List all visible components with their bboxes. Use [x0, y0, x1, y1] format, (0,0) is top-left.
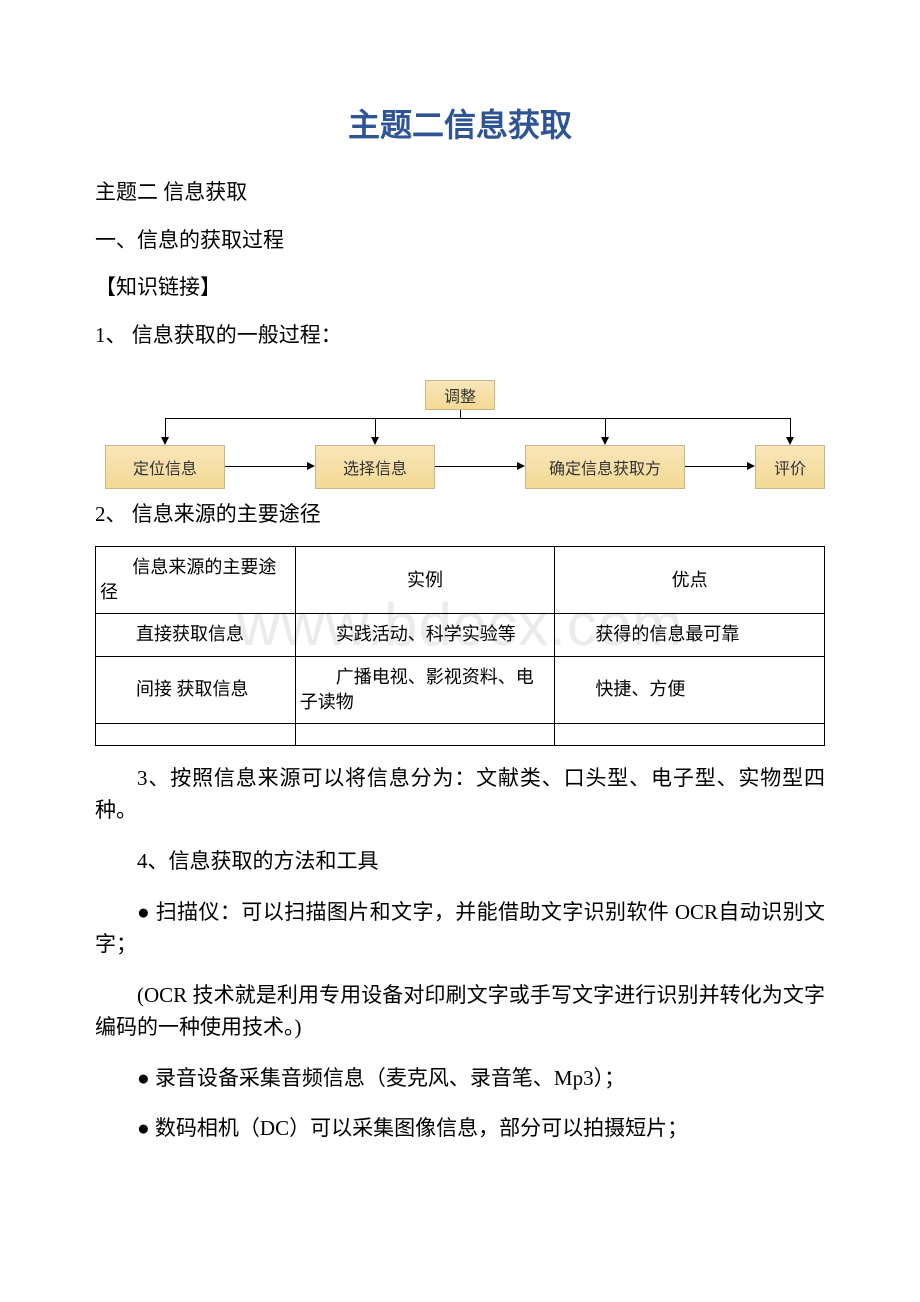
- table-cell: [295, 723, 555, 745]
- paragraph-4: 4、信息获取的方法和工具: [95, 845, 825, 878]
- flowchart-node-3: 确定信息获取方: [525, 445, 685, 489]
- table-cell: 实践活动、科学实验等: [295, 614, 555, 656]
- flowchart-line: [605, 418, 606, 438]
- page-content: 主题二信息获取 主题二 信息获取 一、信息的获取过程 【知识链接】 1、 信息获…: [95, 100, 825, 1145]
- flowchart-node-4: 评价: [755, 445, 825, 489]
- flowchart: 调整 定位信息 选择信息 确定信息获取方 评价: [95, 380, 825, 490]
- paragraph-audio: ● 录音设备采集音频信息（麦克风、录音笔、Mp3）；: [95, 1062, 825, 1095]
- flowchart-node-top: 调整: [425, 380, 495, 410]
- item-1-label: 1、 信息获取的一般过程：: [95, 319, 825, 353]
- paragraph-camera: ● 数码相机（DC）可以采集图像信息，部分可以拍摄短片；: [95, 1112, 825, 1145]
- table-row: 直接获取信息 实践活动、科学实验等 获得的信息最可靠: [96, 614, 825, 656]
- flowchart-line: [790, 418, 791, 438]
- table-header-cell: 信息来源的主要途径: [96, 546, 296, 613]
- flowchart-line: [225, 466, 307, 467]
- table-cell: 间接 获取信息: [96, 656, 296, 723]
- table-cell: 快捷、方便: [555, 656, 825, 723]
- paragraph-ocr: (OCR 技术就是利用专用设备对印刷文字或手写文字进行识别并转化为文字编码的一种…: [95, 979, 825, 1044]
- table-row: 间接 获取信息 广播电视、影视资料、电子读物 快捷、方便: [96, 656, 825, 723]
- info-source-table: 信息来源的主要途径 实例 优点 直接获取信息 实践活动、科学实验等 获得的信息最…: [95, 546, 825, 746]
- flowchart-line: [685, 466, 747, 467]
- flowchart-arrow: [371, 437, 379, 445]
- flowchart-line: [375, 418, 376, 438]
- flowchart-line: [460, 410, 461, 418]
- table-empty-row: [96, 723, 825, 745]
- knowledge-link-label: 【知识链接】: [95, 271, 825, 305]
- flowchart-line: [165, 418, 166, 438]
- flowchart-node-2: 选择信息: [315, 445, 435, 489]
- flowchart-arrow: [517, 462, 525, 470]
- flowchart-node-1: 定位信息: [105, 445, 225, 489]
- table-cell: 直接获取信息: [96, 614, 296, 656]
- item-2-label: 2、 信息来源的主要途径: [95, 498, 825, 532]
- table-cell: [555, 723, 825, 745]
- flowchart-line: [435, 466, 517, 467]
- paragraph-scanner: ● 扫描仪：可以扫描图片和文字，并能借助文字识别软件 OCR自动识别文字；: [95, 896, 825, 961]
- table-header-cell: 实例: [295, 546, 555, 613]
- section-heading: 一、信息的获取过程: [95, 224, 825, 258]
- flowchart-arrow: [161, 437, 169, 445]
- flowchart-arrow: [747, 462, 755, 470]
- table-cell: 广播电视、影视资料、电子读物: [295, 656, 555, 723]
- flowchart-arrow: [786, 437, 794, 445]
- paragraph-3: 3、按照信息来源可以将信息分为：文献类、口头型、电子型、实物型四种。: [95, 762, 825, 827]
- page-title: 主题二信息获取: [95, 100, 825, 146]
- table-cell: 获得的信息最可靠: [555, 614, 825, 656]
- table-header-cell: 优点: [555, 546, 825, 613]
- table-cell: [96, 723, 296, 745]
- table-header-row: 信息来源的主要途径 实例 优点: [96, 546, 825, 613]
- subtitle-line: 主题二 信息获取: [95, 176, 825, 210]
- flowchart-arrow: [601, 437, 609, 445]
- flowchart-arrow: [307, 462, 315, 470]
- flowchart-line: [165, 418, 790, 419]
